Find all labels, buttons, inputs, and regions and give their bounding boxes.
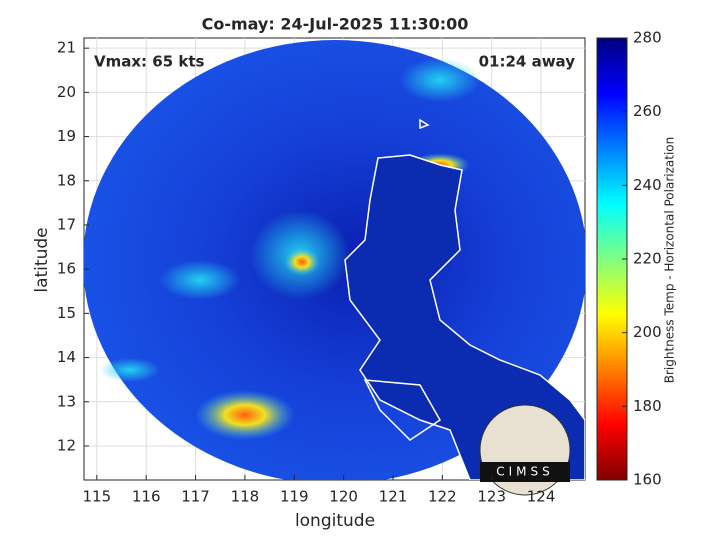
x-tick-label: 120 <box>329 488 358 506</box>
colorbar-tick-label: 280 <box>633 29 662 47</box>
colorbar-tick-label: 260 <box>633 102 662 120</box>
x-tick-label: 118 <box>231 488 260 506</box>
x-tick-label: 117 <box>181 488 210 506</box>
x-tick-label: 121 <box>379 488 408 506</box>
y-tick-label: 12 <box>57 436 76 454</box>
colorbar-tick-label: 240 <box>633 176 662 194</box>
imagery <box>84 40 585 480</box>
y-tick-label: 18 <box>57 171 76 189</box>
colorbar-tick-label: 180 <box>633 397 662 415</box>
x-tick-label: 122 <box>428 488 457 506</box>
x-tick-label: 124 <box>527 488 556 506</box>
y-tick-label: 17 <box>57 215 76 233</box>
y-tick-label: 13 <box>57 392 76 410</box>
x-axis-label: longitude <box>295 511 375 531</box>
colorbar-tick-label: 200 <box>633 323 662 341</box>
chart-title: Co-may: 24-Jul-2025 11:30:00 <box>202 15 469 34</box>
colorbar-tick-label: 160 <box>633 471 662 489</box>
y-tick-label: 21 <box>57 39 76 57</box>
logo: CIMSS <box>479 404 571 496</box>
annotation: 01:24 away <box>479 53 576 71</box>
x-tick-label: 116 <box>132 488 161 506</box>
logo-text: CIMSS <box>496 465 554 479</box>
y-tick-label: 20 <box>57 83 76 101</box>
colorbar-tick-label: 220 <box>633 250 662 268</box>
x-tick-label: 115 <box>83 488 112 506</box>
annotation: Vmax: 65 kts <box>94 53 204 71</box>
y-tick-label: 15 <box>57 304 76 322</box>
colorbar-label: Brightness Temp - Horizontal Polarizatio… <box>663 137 677 384</box>
y-axis-label: latitude <box>32 227 52 292</box>
x-tick-label: 123 <box>477 488 506 506</box>
y-tick-label: 14 <box>57 348 76 366</box>
x-tick-label: 119 <box>280 488 309 506</box>
y-tick-label: 19 <box>57 127 76 145</box>
y-tick-label: 16 <box>57 260 76 278</box>
